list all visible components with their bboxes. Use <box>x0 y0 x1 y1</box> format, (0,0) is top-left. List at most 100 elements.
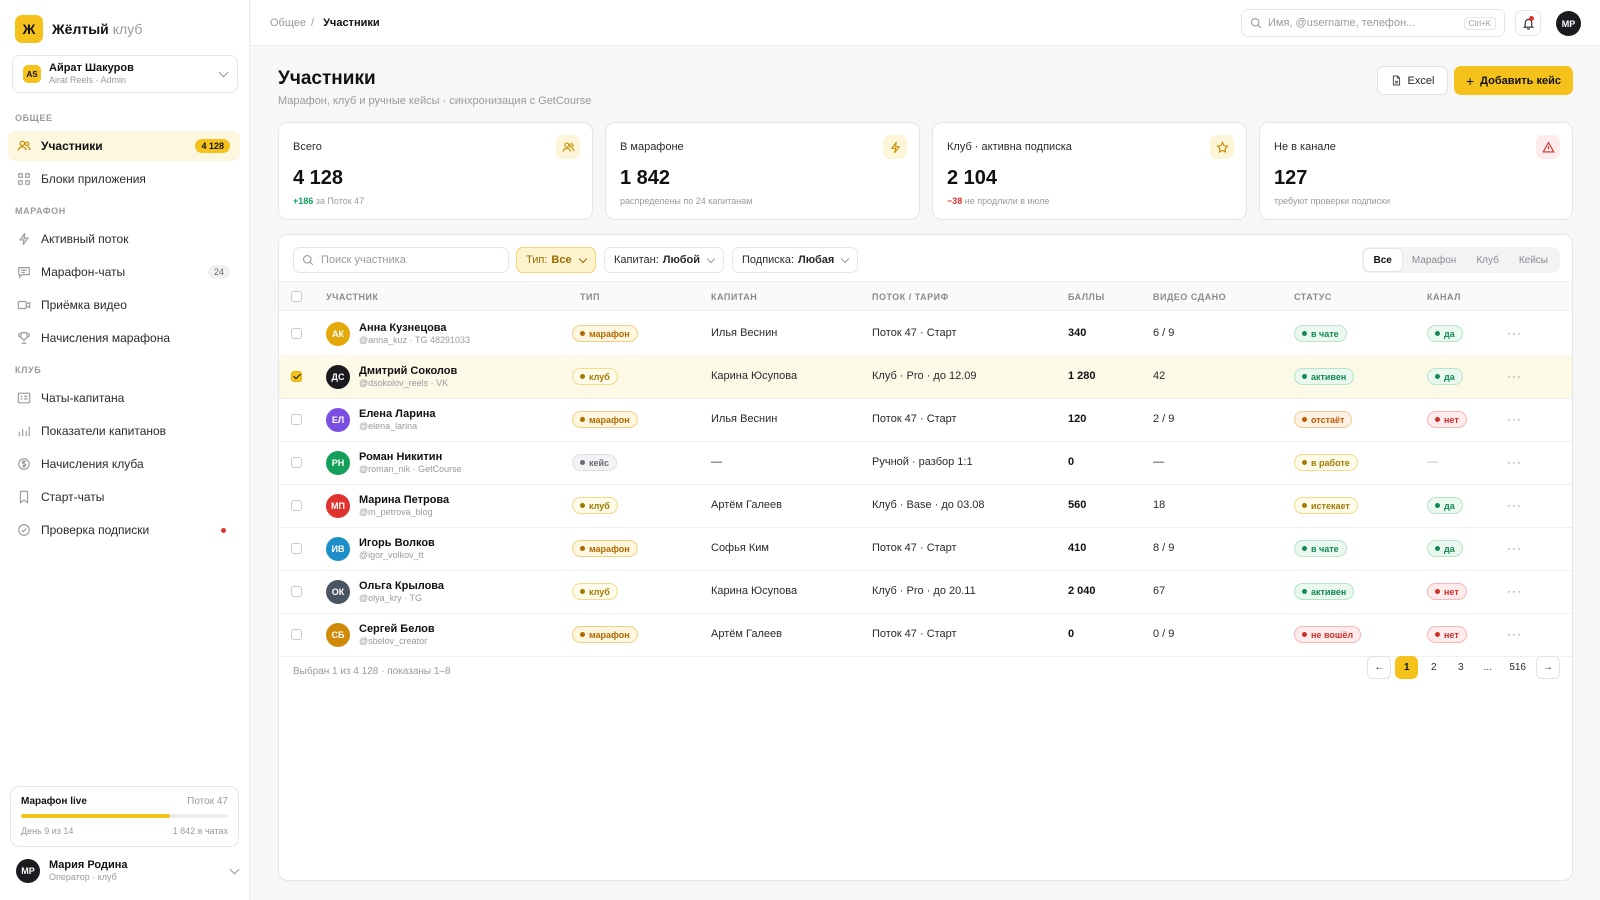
participant-name[interactable]: Анна Кузнецова <box>359 322 447 334</box>
row-checkbox[interactable] <box>291 543 302 554</box>
participant-name[interactable]: Игорь Волков <box>359 537 435 549</box>
type-badge: марафон <box>572 540 638 557</box>
channel-badge: нет <box>1427 583 1467 600</box>
sidebar-item-marathon-chats[interactable]: Марафон-чаты 24 <box>8 257 240 287</box>
list-icon <box>17 391 31 405</box>
segment-club[interactable]: Клуб <box>1476 254 1499 266</box>
trophy-icon <box>17 331 31 345</box>
column-header[interactable]: УЧАСТНИК <box>326 292 379 302</box>
sidebar-item-label: Старт-чаты <box>41 490 105 504</box>
prev-page-button[interactable]: ← <box>1367 656 1392 679</box>
row-checkbox[interactable] <box>291 371 302 382</box>
row-checkbox[interactable] <box>291 457 302 468</box>
segment-marathon[interactable]: Марафон <box>1411 254 1457 266</box>
participant-search-input[interactable]: Поиск участника <box>293 247 509 273</box>
captain-filter[interactable]: Капитан: Любой <box>604 247 725 273</box>
sidebar-item-active-stream[interactable]: Активный поток <box>8 224 240 254</box>
participant-name[interactable]: Роман Никитин <box>359 451 443 463</box>
stat-value: 1 842 <box>620 167 671 189</box>
breadcrumb-parent[interactable]: Общее <box>270 17 307 29</box>
type-badge: клуб <box>572 583 618 600</box>
subscription-filter[interactable]: Подписка: Любая <box>732 247 859 273</box>
page-subtitle: Марафон, клуб и ручные кейсы · синхрониз… <box>278 95 592 107</box>
participant-name[interactable]: Дмитрий Соколов <box>359 365 458 377</box>
sidebar-item-participants[interactable]: Участники 4 128 <box>8 131 240 161</box>
more-actions-icon[interactable]: ··· <box>1507 584 1522 598</box>
sidebar-item-subscription-check[interactable]: Проверка подписки <box>8 515 240 545</box>
add-case-button[interactable]: + Добавить кейс <box>1454 66 1573 95</box>
column-header[interactable]: БАЛЛЫ <box>1068 292 1105 302</box>
more-actions-icon[interactable]: ··· <box>1507 498 1522 512</box>
participant-name[interactable]: Марина Петрова <box>359 494 450 506</box>
participant-name[interactable]: Сергей Белов <box>359 623 435 635</box>
notifications-button[interactable] <box>1515 10 1541 36</box>
column-header[interactable]: ВИДЕО СДАНО <box>1153 292 1227 302</box>
more-actions-icon[interactable]: ··· <box>1507 627 1522 641</box>
live-progress-fill <box>21 814 171 818</box>
stat-card-total[interactable]: Всего 4 128 +186 за Поток 47 <box>278 122 593 220</box>
global-search-input[interactable]: Имя, @username, телефон... Ctrl+K <box>1241 9 1505 37</box>
more-actions-icon[interactable]: ··· <box>1507 412 1522 426</box>
channel-badge: да <box>1427 325 1463 342</box>
column-header[interactable]: ТИП <box>580 292 600 302</box>
stat-card-club[interactable]: Клуб · активна подписка 2 104 −38 не про… <box>932 122 1247 220</box>
marathon-live-card[interactable]: Марафон live Поток 47 День 9 из 14 1 842… <box>10 786 239 847</box>
video-cell: 42 <box>1153 370 1166 382</box>
stat-value: 4 128 <box>293 167 344 189</box>
row-checkbox[interactable] <box>291 586 302 597</box>
sidebar-item-marathon-accruals[interactable]: Начисления марафона <box>8 323 240 353</box>
page-button[interactable]: 516 <box>1509 662 1526 673</box>
more-actions-icon[interactable]: ··· <box>1507 369 1522 383</box>
next-page-button[interactable]: → <box>1536 656 1560 679</box>
stat-card-marathon[interactable]: В марафоне 1 842 распределены по 24 капи… <box>605 122 920 220</box>
sidebar-item-start-chats[interactable]: Старт-чаты <box>8 482 240 512</box>
page-button[interactable]: 1 <box>1395 656 1419 679</box>
video-cell: 18 <box>1153 499 1166 511</box>
export-excel-button[interactable]: Excel <box>1377 66 1448 95</box>
brand[interactable]: Ж Жёлтый клуб <box>15 15 142 43</box>
current-user[interactable]: МР Мария Родина Оператор · клуб <box>16 859 240 883</box>
sidebar-item-app-blocks[interactable]: Блоки приложения <box>8 164 240 194</box>
row-checkbox[interactable] <box>291 328 302 339</box>
plan-cell: Поток 47 · Старт <box>872 327 957 339</box>
participant-name[interactable]: Ольга Крылова <box>359 580 445 592</box>
table-row[interactable]: МП Марина Петрова @m_petrova_blog клуб Артём… <box>279 484 1572 528</box>
column-header[interactable]: КАНАЛ <box>1427 292 1461 302</box>
table-row[interactable]: ИВ Игорь Волков @igor_volkov_tt марафон Софь… <box>279 527 1572 571</box>
segment-all[interactable]: Все <box>1363 249 1402 271</box>
sidebar-item-captain-chats[interactable]: Чаты-капитана <box>8 383 240 413</box>
row-checkbox[interactable] <box>291 414 302 425</box>
select-all-checkbox[interactable] <box>291 291 302 302</box>
stat-card-not-in-channel[interactable]: Не в канале 127 требуют проверки подписк… <box>1259 122 1573 220</box>
sidebar-item-captain-stats[interactable]: Показатели капитанов <box>8 416 240 446</box>
table-row[interactable]: ЕЛ Елена Ларина @elena_larina марафон Илья В… <box>279 398 1572 442</box>
status-badge: не вошёл <box>1294 626 1362 643</box>
column-header[interactable]: СТАТУС <box>1294 292 1332 302</box>
participant-name[interactable]: Елена Ларина <box>359 408 436 420</box>
table-row[interactable]: РН Роман Никитин @roman_nik · GetCourse кей… <box>279 441 1572 485</box>
row-checkbox[interactable] <box>291 500 302 511</box>
more-actions-icon[interactable]: ··· <box>1507 541 1522 555</box>
table-row[interactable]: ДС Дмитрий Соколов @dsokolov_reels · VK клу… <box>279 355 1572 399</box>
type-filter[interactable]: Тип: Все <box>516 247 596 273</box>
stat-value: 127 <box>1274 167 1308 189</box>
sidebar-item-club-accruals[interactable]: Начисления клуба <box>8 449 240 479</box>
more-actions-icon[interactable]: ··· <box>1507 326 1522 340</box>
brand-logo: Ж <box>15 15 43 43</box>
row-checkbox[interactable] <box>291 629 302 640</box>
table-row[interactable]: АК Анна Кузнецова @anna_kuz · TG 48291033 м… <box>279 312 1572 356</box>
sidebar-item-video-review[interactable]: Приёмка видео <box>8 290 240 320</box>
table-row[interactable]: ОК Ольга Крылова @olya_kry · TG клуб Карина … <box>279 570 1572 614</box>
video-cell: 6 / 9 <box>1153 327 1175 339</box>
column-header[interactable]: ПОТОК / ТАРИФ <box>872 292 949 302</box>
participant-handle: @anna_kuz · TG 48291033 <box>359 335 471 345</box>
workspace-switcher[interactable]: AS Айрат Шакуров Airat Reels · Admin <box>12 55 238 93</box>
participant-handle: @m_petrova_blog <box>359 507 433 517</box>
table-row[interactable]: СБ Сергей Белов @sbelov_creator марафон Артё… <box>279 613 1572 657</box>
column-header[interactable]: КАПИТАН <box>711 292 758 302</box>
page-button[interactable]: 3 <box>1458 662 1464 673</box>
avatar[interactable]: МР <box>1556 11 1581 36</box>
page-button[interactable]: 2 <box>1431 662 1437 673</box>
segment-cases[interactable]: Кейсы <box>1518 254 1548 266</box>
more-actions-icon[interactable]: ··· <box>1507 455 1522 469</box>
